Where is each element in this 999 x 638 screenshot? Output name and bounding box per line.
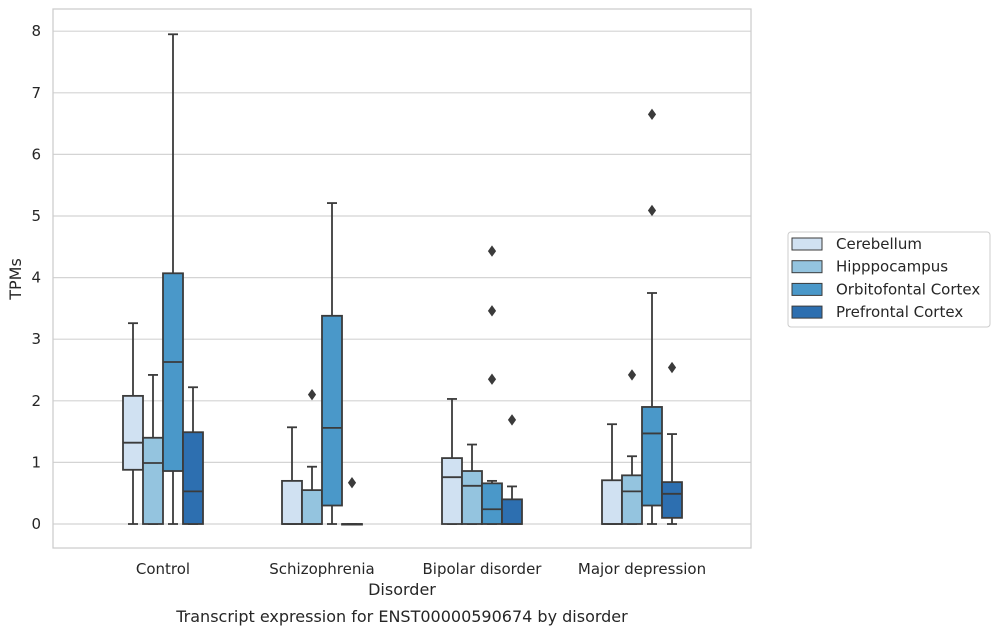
outlier-point <box>647 204 657 217</box>
outlier-point <box>307 388 317 401</box>
y-tick-label: 6 <box>31 145 41 163</box>
legend: Cerebellum Hipppocampus Orbitofontal Corte… <box>787 231 991 328</box>
box-2-1 <box>461 443 483 525</box>
box-body <box>621 474 643 525</box>
boxes <box>122 33 683 526</box>
box-body <box>481 482 503 525</box>
legend-frame <box>787 231 991 328</box>
box-3-2 <box>641 108 663 525</box>
box-body <box>301 489 323 525</box>
y-axis-label: TPMs <box>6 258 25 301</box>
box-body <box>321 314 343 507</box>
box-body <box>661 481 683 519</box>
box-body <box>501 498 523 525</box>
legend-swatch <box>791 282 823 296</box>
box-2-3 <box>501 414 523 525</box>
legend-label: Hipppocampus <box>836 258 948 276</box>
chart-title: Transcript expression for ENST0000059067… <box>175 607 628 626</box>
outlier-point <box>487 305 497 317</box>
box-body <box>162 272 184 472</box>
legend-label: Prefrontal Cortex <box>836 303 963 321</box>
box-0-2 <box>162 33 184 525</box>
x-tick-labels: Control Schizophrenia Bipolar disorder Majo… <box>136 560 706 578</box>
box-body <box>601 479 623 525</box>
legend-label: Orbitofontal Cortex <box>836 280 980 298</box>
y-tick-label: 3 <box>31 330 41 348</box>
legend-swatch <box>791 305 823 319</box>
y-tick-label: 5 <box>31 207 41 225</box>
legend-swatch <box>791 237 823 251</box>
box-body <box>461 470 483 525</box>
y-tick-labels: 0 1 2 3 4 5 6 7 8 <box>31 22 41 533</box>
box-3-1 <box>621 369 643 525</box>
outlier-point <box>627 369 637 381</box>
y-tick-label: 4 <box>31 269 41 287</box>
y-tick-label: 7 <box>31 84 41 102</box>
box-body <box>641 406 663 507</box>
legend-swatch <box>791 260 823 274</box>
outlier-point <box>347 477 357 489</box>
box-0-3 <box>182 386 204 525</box>
y-tick-label: 0 <box>31 515 41 533</box>
x-tick-label: Bipolar disorder <box>423 560 543 578</box>
box-0-1 <box>142 374 164 525</box>
box-1-0 <box>281 426 303 525</box>
x-tick-label: Schizophrenia <box>269 560 374 578</box>
y-tick-label: 2 <box>31 392 41 410</box>
legend-label: Cerebellum <box>836 235 922 253</box>
box-body <box>441 457 463 525</box>
x-axis-label: Disorder <box>368 580 436 599</box>
box-1-1 <box>301 388 323 525</box>
box-0-0 <box>122 322 144 525</box>
y-tick-label: 8 <box>31 22 41 40</box>
box-body <box>142 436 164 525</box>
outlier-point <box>487 245 497 257</box>
outlier-point <box>647 108 657 121</box>
box-body <box>122 394 144 471</box>
box-body <box>182 431 204 525</box>
plot-frame <box>52 8 752 549</box>
y-tick-label: 1 <box>31 453 41 471</box>
outlier-point <box>487 373 497 385</box>
box-1-2 <box>321 202 343 525</box>
x-tick-label: Major depression <box>578 560 706 578</box>
box-3-3 <box>661 361 683 525</box>
box-body <box>281 479 303 525</box>
x-tick-label: Control <box>136 560 190 578</box>
box-1-3 <box>341 477 363 526</box>
outlier-point <box>667 361 677 374</box>
outlier-point <box>507 414 517 426</box>
